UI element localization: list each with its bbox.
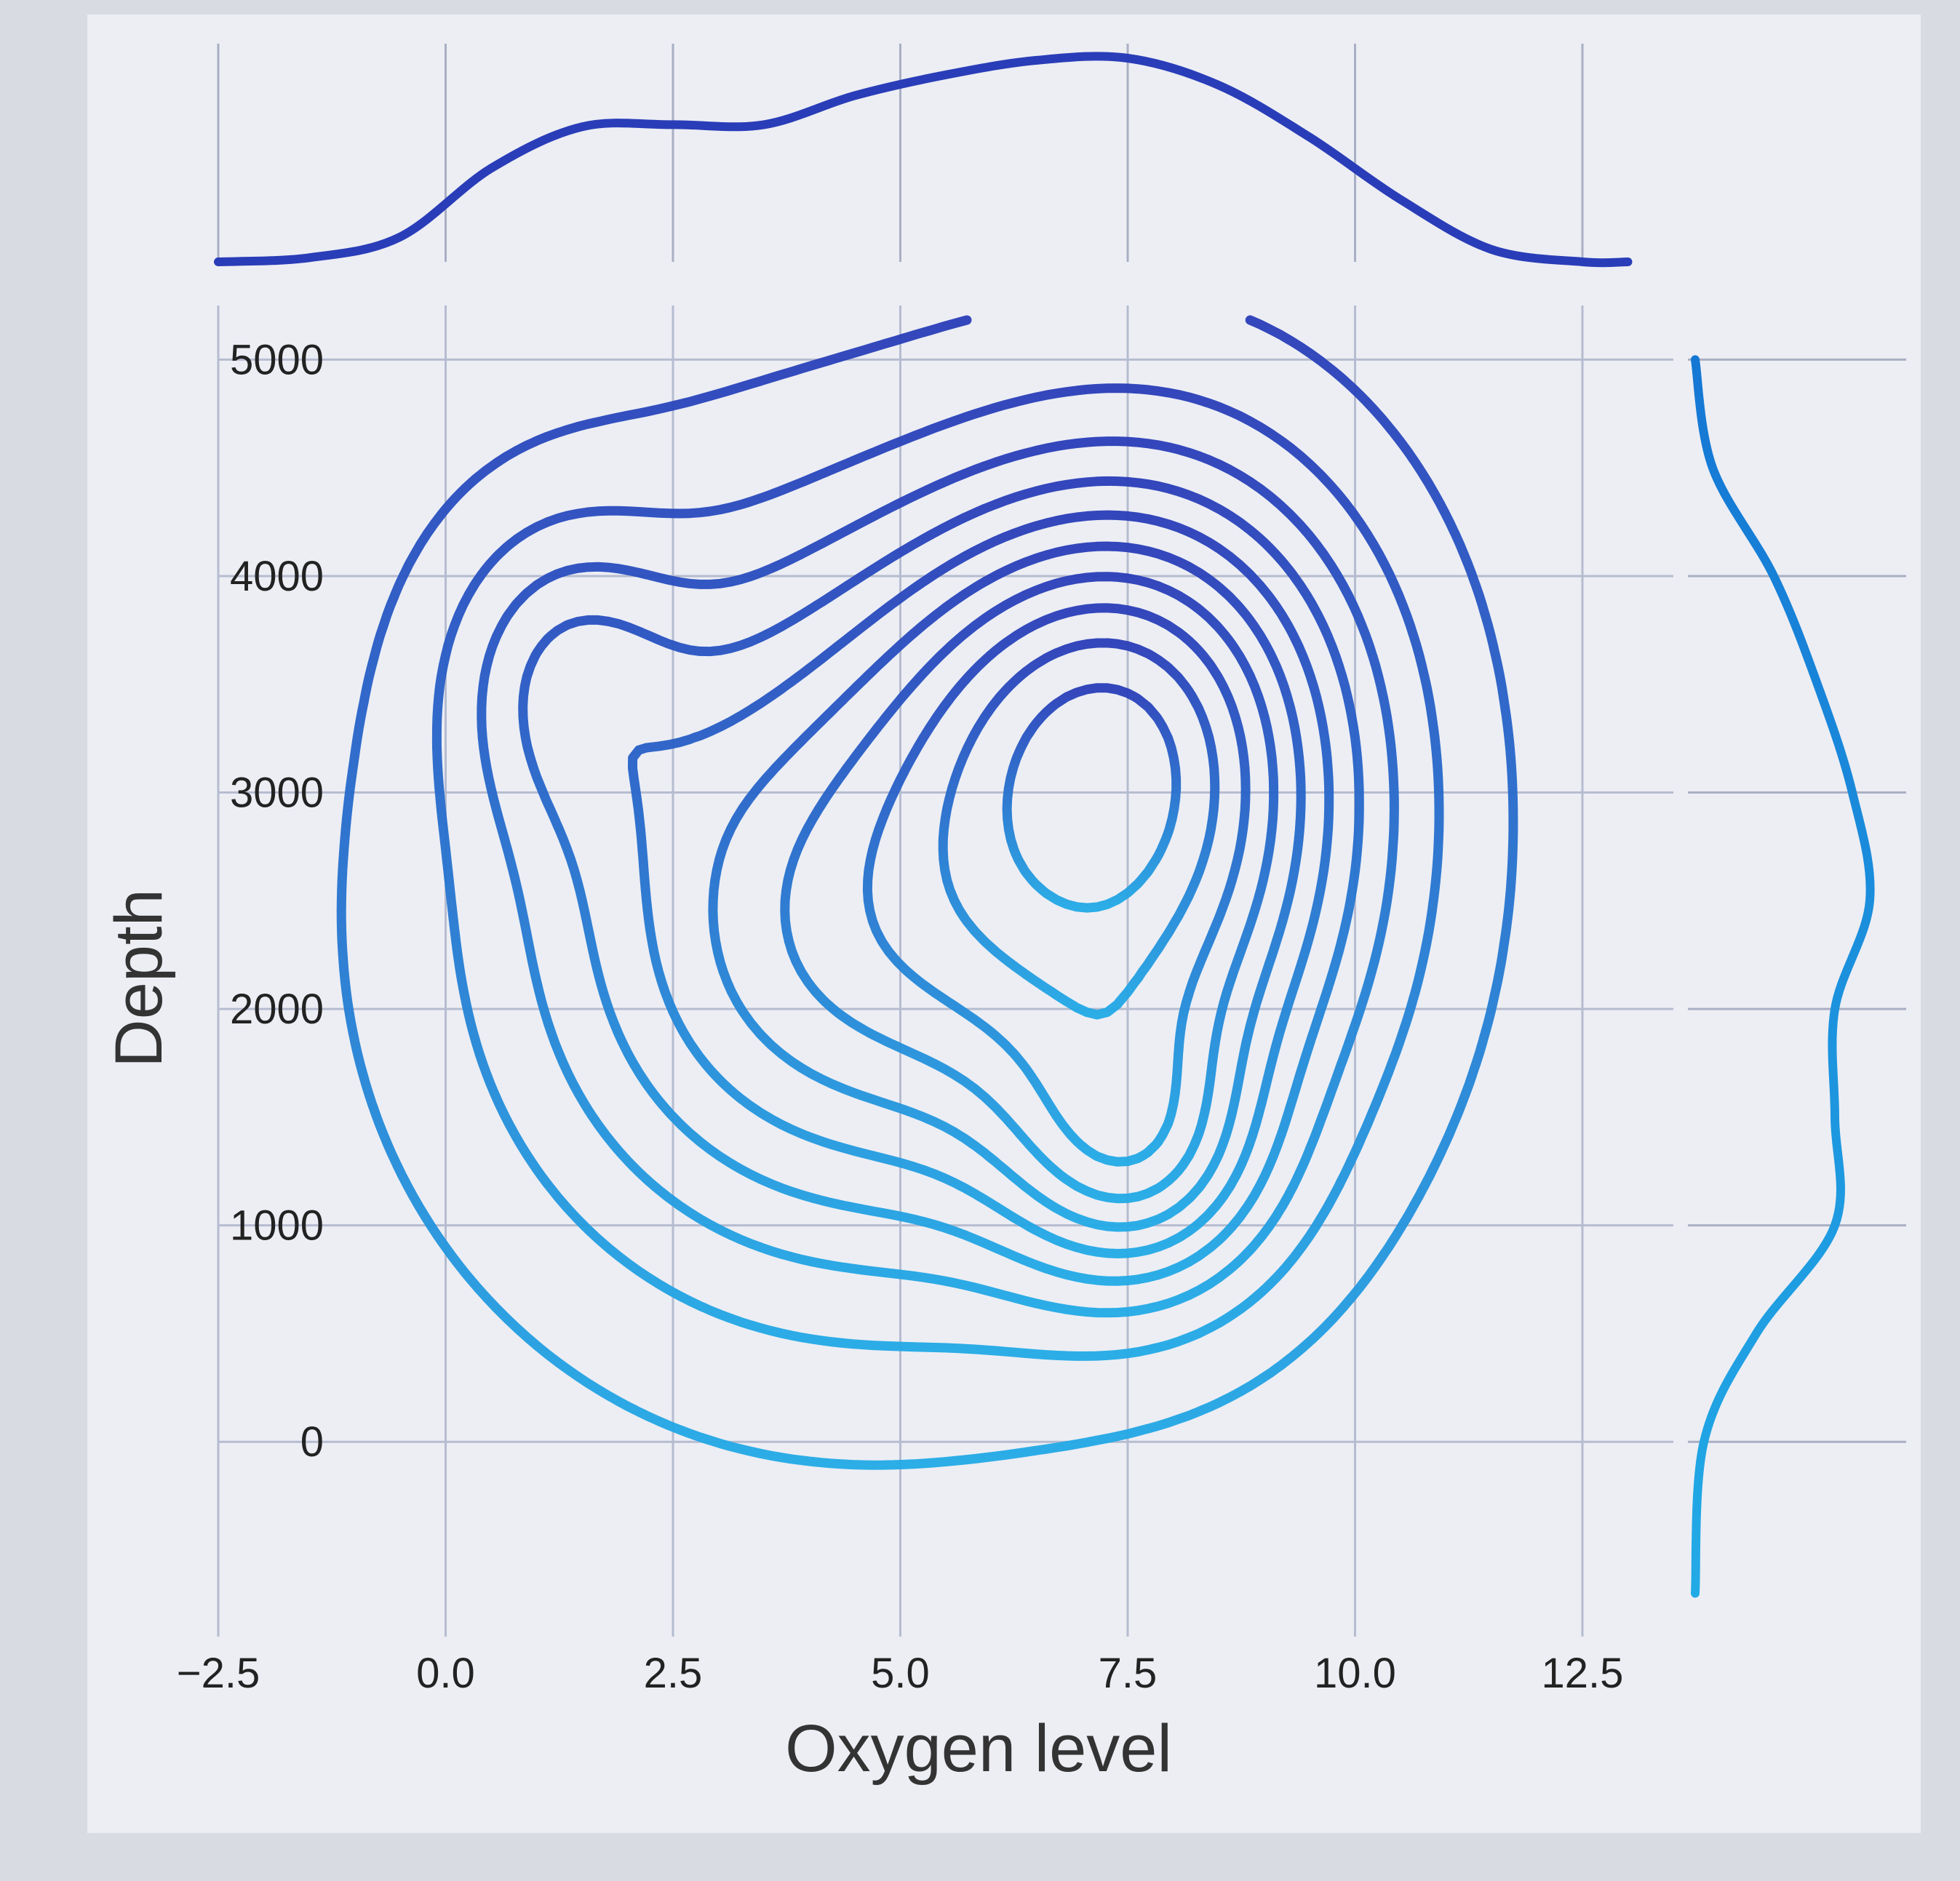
joint-grid [217, 305, 1673, 1637]
y-tick-label: 1000 [230, 1202, 324, 1250]
y-tick-label: 0 [300, 1418, 324, 1466]
kde-contour-level-2 [431, 383, 1444, 1361]
x-tick-label: −2.5 [177, 1650, 260, 1697]
x-tick-labels: −2.5 0.0 2.5 5.0 7.5 10.0 12.5 [177, 1650, 1624, 1697]
y-tick-labels: 0 1000 2000 3000 4000 5000 [230, 336, 324, 1466]
x-tick-label: 0.0 [416, 1650, 475, 1697]
figure-background [87, 15, 1921, 1833]
kde-contour-level-6 [708, 541, 1306, 1232]
y-axis-label: Depth [102, 889, 176, 1068]
y-tick-label: 3000 [230, 770, 324, 817]
x-axis-label: Oxygen level [785, 1712, 1172, 1786]
x-tick-label: 5.0 [871, 1650, 930, 1697]
kde-contour-level-1 [336, 315, 1518, 1470]
y-tick-label: 5000 [230, 336, 324, 383]
marginal-y-density-curve [1691, 355, 1875, 1598]
kde-contour-level-8 [862, 603, 1251, 1167]
marginal-x-density-curve [214, 52, 1633, 268]
x-tick-label: 12.5 [1542, 1650, 1624, 1697]
x-tick-label: 10.0 [1314, 1650, 1396, 1697]
kde-contour-level-4 [518, 476, 1364, 1286]
kde-contour-level-9 [938, 638, 1220, 1020]
kde-contour-level-5 [628, 510, 1334, 1258]
y-tick-label: 2000 [230, 986, 324, 1033]
y-tick-label: 4000 [230, 553, 324, 600]
kde-contour-level-3 [477, 436, 1399, 1318]
kde-contour-level-7 [780, 572, 1279, 1204]
kde-contours [336, 315, 1518, 1470]
kde-contour-level-10 [1002, 683, 1182, 913]
x-tick-label: 7.5 [1099, 1650, 1158, 1697]
x-tick-label: 2.5 [644, 1650, 703, 1697]
marginal-y-grid [1688, 358, 1906, 1443]
